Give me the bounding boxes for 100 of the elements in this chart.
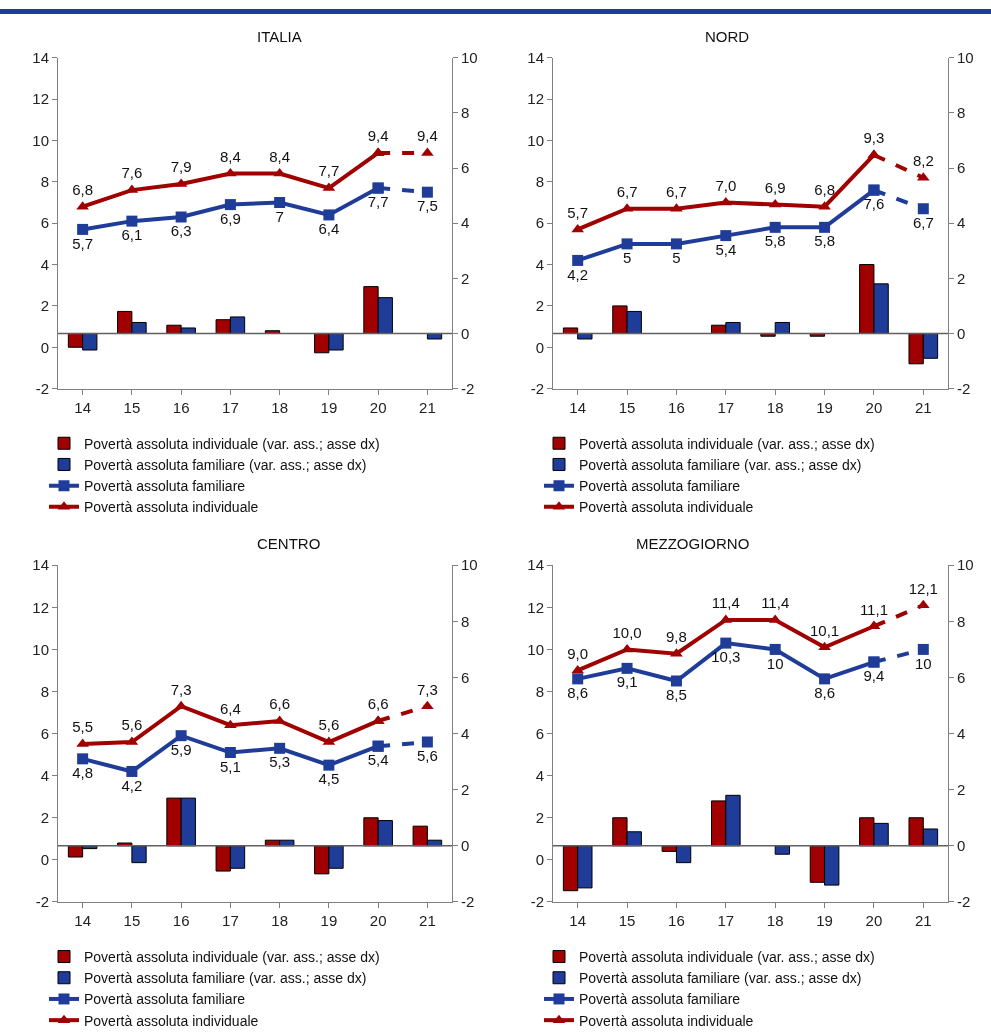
y2-tick-label: 4	[461, 214, 470, 232]
x-tick-label: 21	[419, 398, 436, 416]
y-tick-label: 0	[40, 851, 49, 869]
y-tick-label: 4	[40, 766, 49, 784]
y-tick-label: 8	[40, 173, 49, 191]
y-tick-label: 14	[32, 556, 49, 574]
data-label: 9,4	[863, 667, 885, 685]
y-tick-label: 10	[527, 131, 544, 149]
x-tick-label: 16	[668, 911, 685, 929]
data-label: 4,5	[318, 770, 340, 788]
data-label: 5,6	[416, 747, 438, 765]
y2-tick-label: 8	[461, 612, 470, 630]
data-label: 6,1	[121, 226, 143, 244]
y-tick-label: 4	[40, 255, 49, 273]
y2-tick-label: 6	[461, 668, 470, 686]
data-label: 5,5	[72, 718, 94, 736]
data-label: 7,3	[416, 680, 438, 698]
data-label: 6,9	[219, 209, 241, 227]
y-tick-label: 6	[40, 214, 49, 232]
y-tick-label: 2	[40, 809, 49, 827]
data-label: 6,7	[666, 183, 687, 201]
y2-tick-label: 10	[957, 556, 974, 574]
x-tick-label: 19	[320, 911, 338, 929]
legend-label: Povertà assoluta familiare (var. ass.; asse dx)	[579, 970, 862, 987]
legend-label: Povertà assoluta familiare	[579, 991, 741, 1008]
data-label: 5,6	[318, 716, 340, 734]
y-tick-label: 8	[535, 173, 544, 191]
data-label: 9,4	[367, 127, 389, 145]
y-tick-label: 6	[535, 724, 544, 742]
x-tick-label: 14	[569, 398, 587, 416]
data-label: 8,5	[666, 686, 687, 704]
y2-tick-label: 2	[461, 780, 470, 798]
legend-label: Povertà assoluta familiare	[84, 991, 246, 1008]
y2-tick-label: 4	[957, 724, 966, 742]
x-tick-label: 20	[865, 398, 883, 416]
y2-tick-label: 4	[957, 214, 966, 232]
data-label: 7	[275, 207, 284, 225]
y-tick-label: 4	[535, 255, 544, 273]
x-tick-label: 19	[320, 398, 338, 416]
y-tick-label: 10	[32, 131, 49, 149]
x-tick-label: 16	[172, 398, 190, 416]
x-tick-label: 18	[271, 398, 288, 416]
x-tick-label: 14	[74, 398, 91, 416]
y-tick-label: 4	[535, 766, 544, 784]
x-tick-label: 14	[569, 911, 587, 929]
y2-tick-label: -2	[461, 379, 475, 397]
legend-label: Povertà assoluta familiare (var. ass.; asse dx)	[84, 970, 367, 987]
legend-label: Povertà assoluta individuale	[579, 1012, 754, 1029]
y2-tick-label: -2	[461, 893, 475, 911]
data-label: 6,8	[72, 181, 94, 199]
y2-tick-label: 6	[957, 159, 966, 177]
y2-tick-label: 8	[957, 612, 966, 630]
data-label: 8,6	[567, 684, 589, 701]
x-tick-label: 16	[172, 911, 190, 929]
legend-label: Povertà assoluta familiare	[84, 478, 246, 495]
y-tick-label: 10	[32, 640, 49, 658]
y-tick-label: 6	[40, 724, 49, 742]
x-tick-label: 18	[766, 911, 784, 929]
y-tick-label: 2	[535, 809, 544, 827]
x-tick-label: 17	[222, 398, 239, 416]
data-label: 5,8	[814, 232, 835, 250]
legend-label: Povertà assoluta individuale (var. ass.; asse dx)	[84, 435, 380, 452]
legend-label: Povertà assoluta individuale	[84, 1012, 259, 1029]
data-label: 9,3	[863, 129, 885, 147]
data-label: 7,7	[367, 193, 389, 211]
data-label: 10	[766, 654, 784, 672]
data-label: 6,3	[170, 222, 192, 240]
data-label: 12,1	[908, 579, 938, 597]
data-label: 5,7	[567, 203, 589, 221]
x-tick-label: 15	[618, 911, 636, 929]
data-label: 5,4	[367, 751, 389, 769]
data-label: 10,1	[809, 621, 840, 639]
x-tick-label: 19	[816, 398, 833, 416]
y2-tick-label: 0	[461, 837, 470, 855]
x-tick-label: 17	[717, 398, 735, 416]
y2-tick-label: 8	[461, 104, 470, 122]
legend-label: Povertà assoluta individuale (var. ass.; asse dx)	[84, 949, 380, 966]
data-label: 11,4	[761, 594, 790, 612]
x-tick-label: 19	[816, 911, 833, 929]
y2-tick-label: 10	[957, 49, 974, 67]
y2-tick-label: 6	[957, 668, 966, 686]
x-tick-label: 21	[914, 911, 932, 929]
x-tick-label: 15	[618, 398, 636, 416]
data-label: 7,6	[121, 164, 143, 182]
y-tick-label: 14	[32, 49, 49, 67]
data-label: 5,1	[219, 757, 241, 775]
data-label: 9,1	[616, 673, 638, 691]
x-tick-label: 20	[865, 911, 883, 929]
data-label: 9,0	[567, 644, 589, 662]
data-label: 8,4	[269, 147, 291, 165]
data-label: 6,8	[814, 181, 835, 199]
legend-label: Povertà assoluta familiare	[579, 478, 741, 495]
data-label: 7,9	[170, 158, 192, 176]
data-label: 8,4	[219, 147, 241, 165]
data-label: 4,8	[72, 763, 94, 781]
chart-title: CENTRO	[257, 535, 321, 552]
data-label: 10	[914, 654, 932, 672]
data-label: 7,0	[715, 176, 737, 194]
y-tick-label: 0	[535, 851, 544, 869]
data-label: 6,6	[367, 695, 389, 713]
